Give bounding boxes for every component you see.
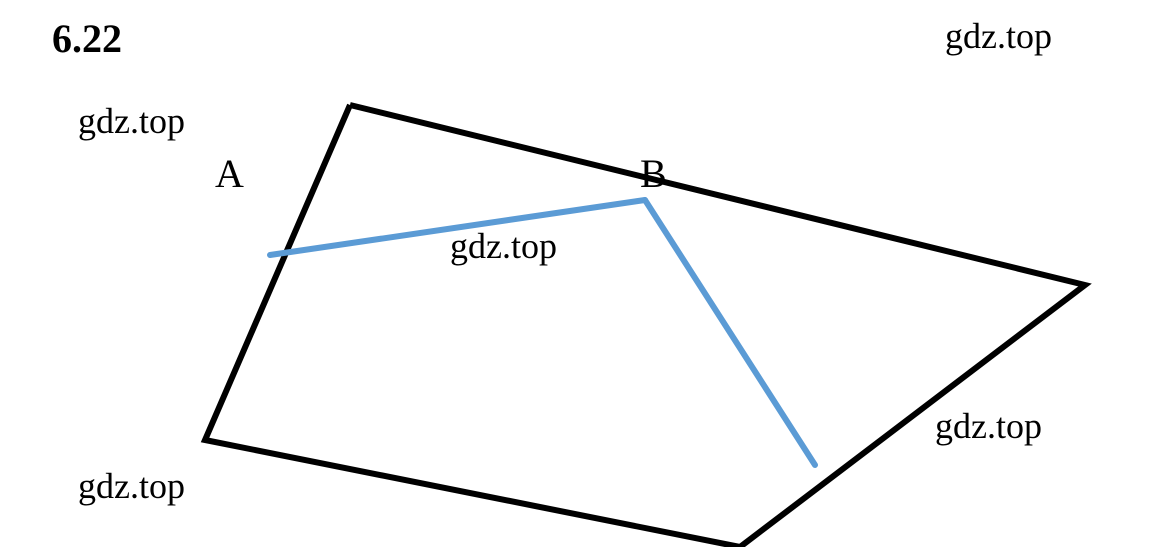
inner-line-1	[645, 200, 815, 465]
watermark-text: gdz.top	[450, 225, 557, 267]
problem-number: 6.22	[52, 15, 122, 62]
watermark-text: gdz.top	[935, 405, 1042, 447]
point-label-b: B	[640, 150, 667, 197]
watermark-text: gdz.top	[78, 100, 185, 142]
watermark-text: gdz.top	[945, 15, 1052, 57]
point-label-a: A	[215, 150, 244, 197]
watermark-text: gdz.top	[78, 465, 185, 507]
